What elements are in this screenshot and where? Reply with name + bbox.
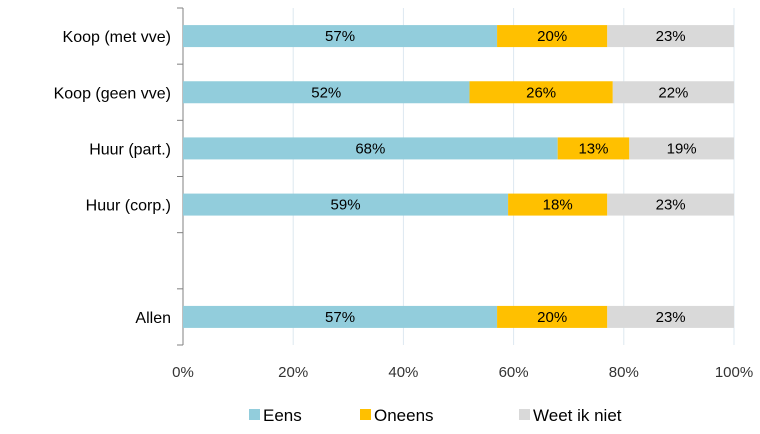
data-label: 26%: [526, 84, 556, 101]
bar-segment-weet-ik-niet: [612, 81, 734, 104]
bar-segment-oneens: [469, 81, 613, 104]
data-label: 59%: [331, 197, 361, 214]
bar-segment-oneens: [557, 137, 630, 160]
category-label: Allen: [135, 310, 171, 327]
category-label: Huur (part.): [89, 141, 171, 158]
data-label: 20%: [537, 28, 567, 45]
bar-segment-oneens: [497, 25, 608, 48]
data-label: 20%: [537, 309, 567, 326]
legend-swatch: [249, 409, 260, 420]
bar-segment-weet-ik-niet: [607, 25, 734, 48]
legend-label: Oneens: [374, 406, 434, 425]
bar-segment-weet-ik-niet: [607, 193, 734, 216]
x-tick-label: 100%: [715, 364, 753, 381]
data-label: 19%: [667, 140, 697, 157]
x-tick-label: 80%: [609, 364, 639, 381]
data-label: 57%: [325, 28, 355, 45]
bar-segment-eens: [183, 193, 509, 216]
bar-segment-weet-ik-niet: [607, 305, 734, 328]
bar-segment-eens: [183, 137, 558, 160]
legend-label: Weet ik niet: [533, 406, 622, 425]
x-tick-label: 0%: [172, 364, 194, 381]
data-label: 68%: [355, 140, 385, 157]
x-tick-label: 40%: [388, 364, 418, 381]
bar-segment-oneens: [497, 305, 608, 328]
legend-label: Eens: [263, 406, 302, 425]
bar-segment-oneens: [508, 193, 608, 216]
legend-swatch: [519, 409, 530, 420]
data-label: 22%: [658, 84, 688, 101]
category-label: Huur (corp.): [86, 198, 171, 215]
data-label: 18%: [543, 197, 573, 214]
bar-segment-weet-ik-niet: [629, 137, 734, 160]
data-label: 13%: [578, 140, 608, 157]
data-label: 57%: [325, 309, 355, 326]
x-tick-label: 60%: [499, 364, 529, 381]
category-label: Koop (met vve): [63, 29, 171, 46]
bar-segment-eens: [183, 81, 470, 104]
category-label: Koop (geen vve): [54, 85, 171, 102]
data-label: 23%: [656, 28, 686, 45]
bar-segment-eens: [183, 305, 498, 328]
x-tick-label: 20%: [278, 364, 308, 381]
legend-swatch: [360, 409, 371, 420]
data-label: 23%: [656, 309, 686, 326]
data-label: 52%: [311, 84, 341, 101]
bar-segment-eens: [183, 25, 498, 48]
data-label: 23%: [656, 197, 686, 214]
